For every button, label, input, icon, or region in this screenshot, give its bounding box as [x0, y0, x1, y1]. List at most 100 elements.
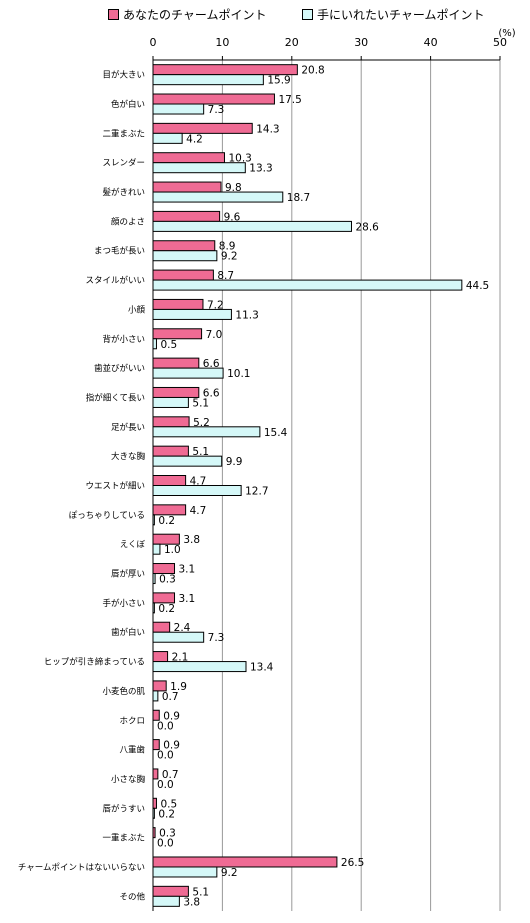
- value-label-series-1-10: 6.6: [203, 358, 220, 370]
- bar-series-2-6: [152, 250, 218, 262]
- value-label-series-2-11: 5.1: [192, 397, 209, 409]
- category-label-4: 髪がきれい: [102, 187, 145, 198]
- category-label-27: チャームポイントはないいらない: [18, 863, 145, 873]
- category-label-0: 目が大きい: [102, 70, 145, 81]
- value-label-series-1-19: 2.4: [174, 622, 191, 634]
- bar-series-1-5: [152, 210, 221, 222]
- bar-series-1-12: [152, 416, 190, 428]
- bar-series-1-19: [152, 621, 171, 633]
- category-label-18: 手が小さい: [102, 598, 145, 609]
- category-label-12: 足が長い: [111, 422, 145, 433]
- value-label-series-1-22: 0.9: [163, 710, 180, 722]
- legend-item-series-1: あなたのチャームポイント: [108, 6, 267, 23]
- category-label-6: まつ毛が長い: [94, 246, 145, 257]
- value-label-series-2-4: 18.7: [287, 192, 310, 204]
- bar-series-2-0: [152, 74, 264, 86]
- bar-series-2-27: [152, 866, 218, 878]
- category-label-17: 唇が厚い: [111, 569, 145, 580]
- value-label-series-1-15: 4.7: [190, 505, 207, 517]
- value-label-series-1-16: 3.8: [183, 534, 200, 546]
- bar-series-2-8: [152, 308, 232, 320]
- value-label-series-2-18: 0.2: [158, 603, 175, 615]
- bar-series-1-16: [152, 533, 180, 545]
- x-tick-label-1: 10: [215, 36, 229, 49]
- value-label-series-2-13: 9.9: [226, 456, 243, 468]
- value-label-series-1-14: 4.7: [190, 476, 207, 488]
- value-label-series-1-7: 8.7: [217, 270, 234, 282]
- bar-series-2-20: [152, 661, 247, 673]
- bar-series-2-21: [152, 690, 159, 702]
- unit-label: (%): [498, 28, 515, 39]
- value-label-series-1-13: 5.1: [192, 446, 209, 458]
- bar-series-1-14: [152, 475, 187, 486]
- x-tick-label-2: 20: [285, 36, 299, 49]
- category-label-21: 小麦色の肌: [102, 686, 145, 697]
- bar-series-2-2: [152, 132, 183, 144]
- value-label-series-2-10: 10.1: [227, 368, 250, 380]
- legend-label-series-1: あなたのチャームポイント: [123, 8, 267, 22]
- value-label-series-1-6: 8.9: [219, 241, 236, 253]
- value-label-series-1-27: 26.5: [341, 857, 364, 869]
- bar-series-2-9: [152, 338, 157, 350]
- bar-series-1-3: [152, 152, 225, 164]
- bar-series-1-0: [152, 64, 298, 76]
- category-label-13: 大きな胸: [111, 451, 146, 462]
- bar-series-1-21: [152, 680, 167, 692]
- bar-series-1-13: [152, 445, 189, 457]
- bar-series-2-10: [152, 367, 224, 379]
- value-label-series-2-9: 0.5: [160, 339, 177, 351]
- bar-series-2-1: [152, 103, 205, 115]
- bar-series-1-2: [152, 122, 253, 134]
- value-label-series-1-11: 6.6: [203, 387, 220, 399]
- value-label-series-2-8: 11.3: [235, 309, 258, 321]
- x-tick-label-4: 40: [424, 36, 438, 49]
- value-label-series-2-2: 4.2: [186, 133, 203, 145]
- bar-series-1-24: [152, 768, 159, 780]
- bar-series-2-19: [152, 631, 205, 643]
- value-label-series-2-6: 9.2: [221, 251, 238, 263]
- bar-series-1-6: [152, 240, 216, 252]
- bar-series-2-16: [152, 543, 161, 555]
- value-label-series-2-24: 0.0: [157, 779, 174, 791]
- value-label-series-2-3: 13.3: [249, 163, 272, 175]
- value-label-series-2-20: 13.4: [250, 662, 274, 674]
- value-label-series-1-23: 0.9: [163, 740, 180, 752]
- bar-series-1-8: [152, 298, 204, 310]
- legend-item-series-2: 手にいれたいチャームポイント: [302, 6, 485, 23]
- bar-series-2-11: [152, 396, 189, 408]
- x-tick-label-5: 50: [493, 36, 507, 49]
- category-label-15: ぽっちゃりしている: [69, 511, 145, 521]
- value-label-series-1-25: 0.5: [160, 798, 177, 810]
- x-tick-label-3: 30: [354, 36, 368, 49]
- category-label-20: ヒップが引き締まっている: [44, 657, 145, 668]
- value-label-series-1-12: 5.2: [193, 417, 210, 429]
- value-label-series-2-17: 0.3: [159, 574, 176, 586]
- value-label-series-2-16: 1.0: [164, 544, 181, 556]
- legend-swatch-series-1: [108, 9, 119, 20]
- category-label-11: 指が細くて長い: [86, 392, 145, 403]
- value-label-series-2-7: 44.5: [466, 280, 489, 292]
- value-label-series-2-23: 0.0: [157, 750, 174, 762]
- bar-series-1-28: [152, 885, 189, 897]
- value-label-series-2-26: 0.0: [157, 838, 174, 850]
- bar-series-1-10: [152, 357, 200, 369]
- category-label-8: 小顔: [128, 304, 146, 315]
- value-label-series-1-26: 0.3: [159, 828, 176, 840]
- bar-series-2-3: [152, 162, 246, 174]
- value-label-series-1-9: 7.0: [206, 329, 223, 341]
- bar-series-1-4: [152, 181, 222, 193]
- value-label-series-1-1: 17.5: [278, 94, 301, 106]
- bar-series-1-15: [152, 504, 187, 516]
- legend: あなたのチャームポイント 手にいれたいチャームポイント: [0, 6, 530, 26]
- value-label-series-1-5: 9.6: [224, 211, 241, 223]
- bar-series-2-28: [152, 895, 180, 907]
- value-label-series-1-2: 14.3: [256, 123, 279, 135]
- category-label-14: ウエストが細い: [85, 481, 145, 492]
- value-label-series-2-21: 0.7: [162, 691, 179, 703]
- value-label-series-2-5: 28.6: [355, 221, 379, 233]
- value-label-series-1-8: 7.2: [207, 299, 224, 311]
- value-label-series-1-17: 3.1: [179, 564, 196, 576]
- bar-series-1-1: [152, 93, 275, 105]
- value-label-series-1-3: 10.3: [228, 153, 251, 165]
- value-label-series-1-4: 9.8: [225, 182, 242, 194]
